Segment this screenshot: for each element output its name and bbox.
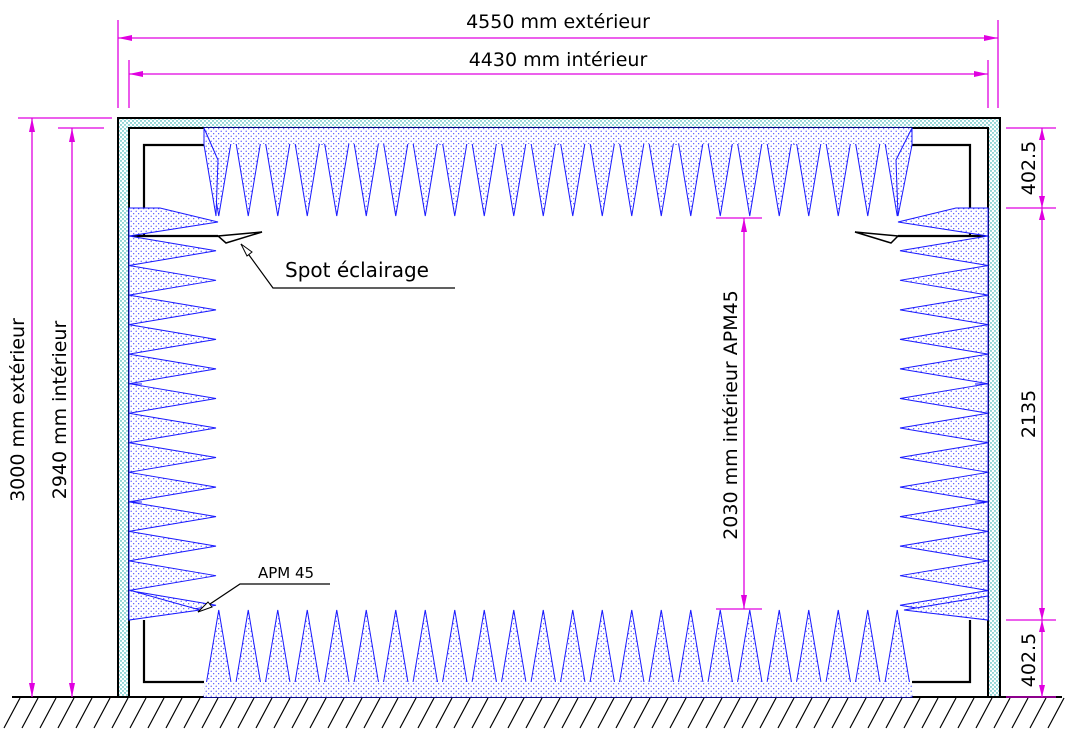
hatch-line [237,697,255,729]
absorber-corner-tr [897,207,989,237]
hatch-line [435,697,453,729]
hatch-line [705,697,723,729]
absorber-wedge-tr [895,127,913,217]
dim-apm-height [716,217,762,610]
hatch-line [507,697,525,729]
inner-width-label: 4430 mm intérieur [469,49,648,71]
hatch-line [543,697,561,729]
dim-outer-width [117,20,999,108]
hatch-line [399,697,417,729]
dim-inner-height [58,127,104,697]
hatch-line [885,697,903,729]
dim-inner-width [128,60,989,108]
spot-label: Spot éclairage [285,258,429,282]
hatch-line [273,697,291,729]
spot-leader [240,243,455,289]
hatch-line [975,697,993,729]
hatch-line [777,697,795,729]
hatch-line [957,697,975,729]
absorber-left [128,235,217,621]
absorber-corner-bl [128,589,201,621]
hatch-line [57,697,75,729]
inner-height-label: 2940 mm intérieur [49,321,71,500]
hatch-line [453,697,471,729]
hatch-line [1011,697,1029,729]
inner-frame [129,143,988,684]
hatch-line [741,697,759,729]
absorber-corner-tl [128,207,219,237]
absorber-wedge-tl [203,127,219,217]
apm-leader [197,583,330,613]
hatch-line [219,697,237,729]
hatch-line [147,697,165,729]
hatch-line [525,697,543,729]
apm-label: APM 45 [258,564,314,582]
hatch-line [669,697,687,729]
hatch-line [723,697,741,729]
hatch-line [759,697,777,729]
hatch-line [165,697,183,729]
ground-hatch [3,697,1065,729]
outer-width-label: 4550 mm extérieur [466,11,650,33]
absorber-right [899,235,989,621]
hatch-line [291,697,309,729]
hatch-line [363,697,381,729]
hatch-line [417,697,435,729]
right-top-label: 402.5 [1018,141,1040,195]
hatch-line [471,697,489,729]
spot-light-left [216,231,263,244]
right-bottom-label: 402.5 [1018,633,1040,687]
hatch-line [75,697,93,729]
hatch-line [561,697,579,729]
absorber-corner-br [903,595,989,621]
hatch-line [1047,697,1065,729]
outer-height-label: 3000 mm extérieur [7,318,29,502]
hatch-line [795,697,813,729]
hatch-line [867,697,885,729]
hatch-line [3,697,21,729]
dim-right-chain [1006,127,1056,698]
hatch-line [201,697,219,729]
hatch-line [1029,697,1047,729]
hatch-line [111,697,129,729]
spot-light-right [854,231,900,244]
hatch-line [93,697,111,729]
hatch-line [921,697,939,729]
dim-outer-height [18,117,112,697]
apm45-absorbers [128,127,989,698]
hatch-line [579,697,597,729]
hatch-line [489,697,507,729]
hatch-line [615,697,633,729]
hatch-line [633,697,651,729]
absorber-base-bottom [204,682,912,697]
apm-height-label: 2030 mm intérieur APM45 [720,290,742,540]
absorber-base-top [204,128,912,144]
hatch-line [903,697,921,729]
hatch-line [327,697,345,729]
hatch-line [687,697,705,729]
hatch-line [381,697,399,729]
hatch-line [39,697,57,729]
hatch-line [993,697,1011,729]
hatch-line [939,697,957,729]
hatch-line [597,697,615,729]
hatch-line [813,697,831,729]
hatch-line [129,697,147,729]
hatch-line [849,697,867,729]
hatch-line [255,697,273,729]
right-middle-label: 2135 [1018,390,1040,438]
hatch-line [831,697,849,729]
hatch-line [309,697,327,729]
hatch-line [183,697,201,729]
hatch-line [21,697,39,729]
hatch-line [651,697,669,729]
hatch-line [345,697,363,729]
